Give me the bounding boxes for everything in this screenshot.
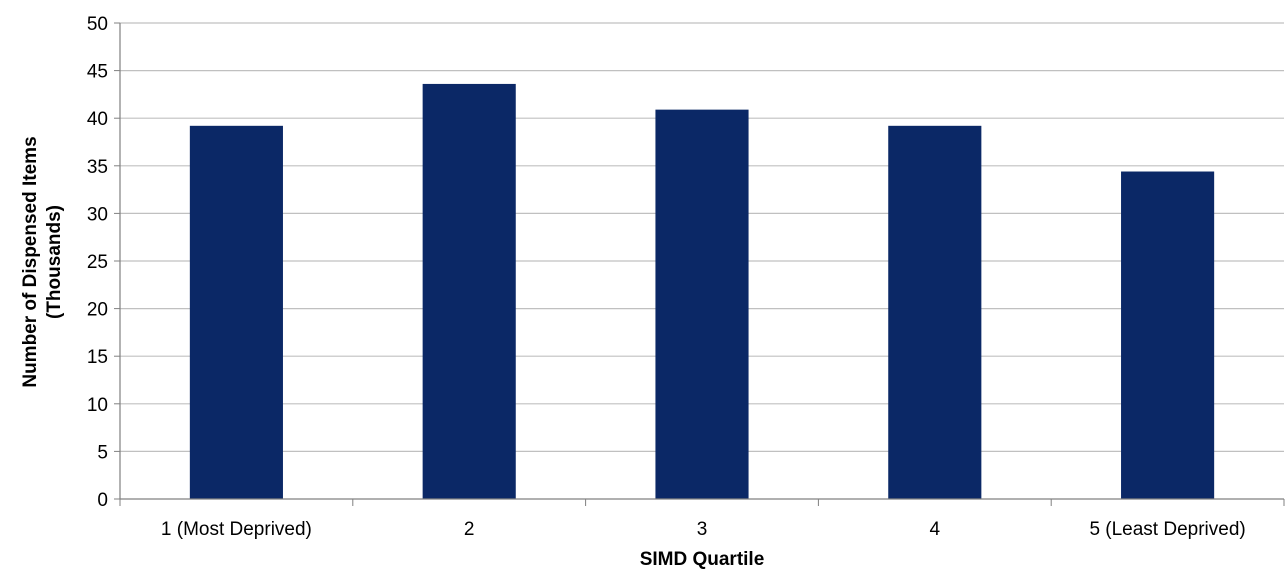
y-tick-label: 20 bbox=[87, 300, 108, 321]
y-tick-label: 35 bbox=[87, 157, 108, 178]
bar-1 bbox=[189, 125, 283, 499]
x-tick-label: 2 bbox=[464, 519, 475, 540]
axes bbox=[114, 22, 1285, 506]
y-tick-label: 40 bbox=[87, 109, 108, 130]
y-axis-title: Number of Dispensed Items (Thousands) bbox=[20, 136, 65, 387]
y-tick-label: 30 bbox=[87, 204, 108, 225]
bar-3 bbox=[655, 109, 749, 499]
bars bbox=[189, 83, 1215, 499]
x-tick-label: 4 bbox=[930, 519, 941, 540]
y-axis-title-line2: (Thousands) bbox=[44, 205, 65, 319]
y-tick-label: 10 bbox=[87, 395, 108, 416]
x-tick-label: 5 (Least Deprived) bbox=[1089, 519, 1245, 540]
y-tick-label: 5 bbox=[97, 442, 108, 463]
bar-5 bbox=[1121, 171, 1215, 499]
y-tick-label: 50 bbox=[87, 14, 108, 35]
y-tick-label: 45 bbox=[87, 62, 108, 83]
y-tick-label: 0 bbox=[97, 490, 108, 511]
tick-labels: 0 5 10 15 20 25 30 35 40 45 50 1 (Most Deprived) 2 3 4… bbox=[87, 14, 1246, 540]
x-tick-label: 1 (Most Deprived) bbox=[161, 519, 312, 540]
bar-2 bbox=[422, 83, 516, 499]
x-tick-label: 3 bbox=[697, 519, 708, 540]
x-axis-title: SIMD Quartile bbox=[640, 549, 765, 570]
y-tick-label: 15 bbox=[87, 347, 108, 368]
y-tick-label: 25 bbox=[87, 252, 108, 273]
y-axis-title-line1: Number of Dispensed Items bbox=[20, 136, 41, 387]
bar-4 bbox=[888, 125, 982, 499]
